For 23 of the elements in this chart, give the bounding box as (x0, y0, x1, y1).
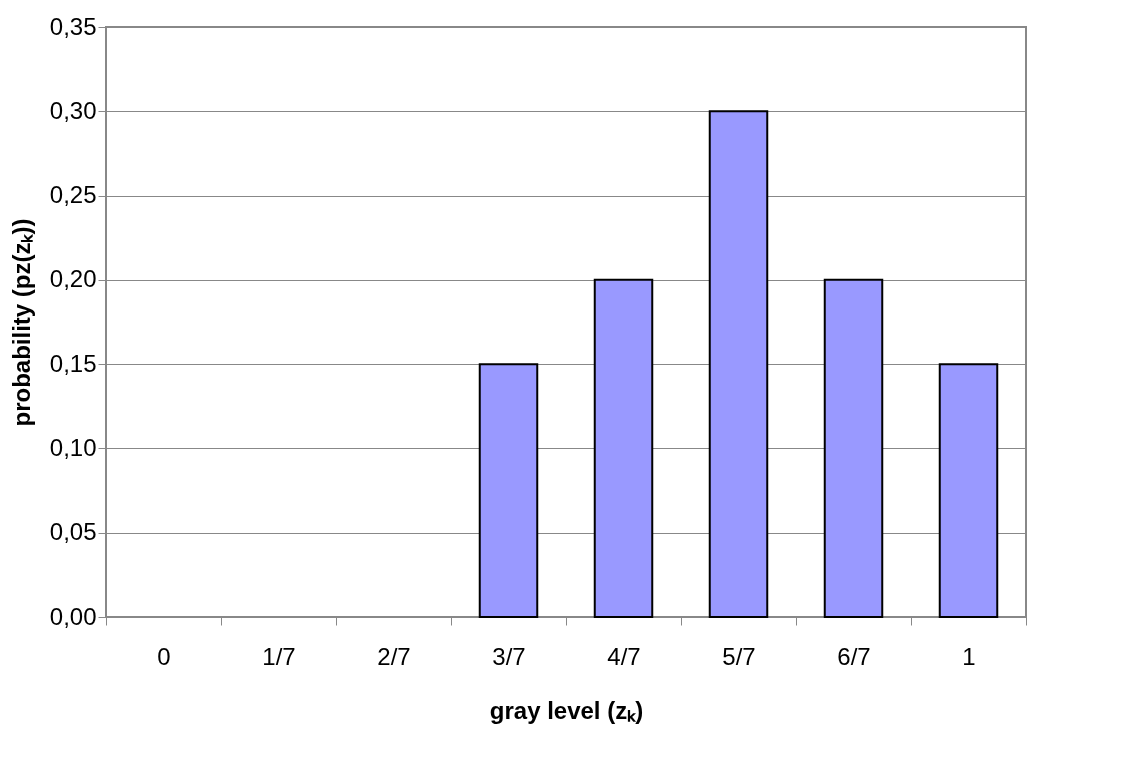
bar (478, 363, 539, 618)
y-tick-label: 0,05 (49, 518, 97, 546)
x-tick-label: 2/7 (377, 642, 411, 670)
x-tick-label: 1/7 (262, 642, 296, 670)
x-tick-label: 3/7 (492, 642, 526, 670)
y-axis-title: probability (pz(zₖ)) (7, 218, 35, 427)
x-tick-label: 4/7 (607, 642, 641, 670)
x-axis-title: gray level (zₖ) (489, 696, 644, 724)
y-tick-label: 0,10 (49, 433, 97, 461)
x-tick-label: 1 (962, 642, 976, 670)
bar (708, 110, 769, 618)
y-tick-label: 0,30 (49, 96, 97, 124)
y-tick-label: 0,20 (49, 265, 97, 293)
y-tick-label: 0,15 (49, 349, 97, 377)
bar (593, 278, 654, 618)
x-tick-label: 6/7 (837, 642, 871, 670)
x-tick-label: 0 (157, 642, 171, 670)
y-tick-label: 0,00 (49, 602, 97, 630)
y-tick-label: 0,25 (49, 181, 97, 209)
bar (823, 278, 884, 618)
y-tick-label: 0,35 (49, 12, 97, 40)
x-tick-label: 5/7 (722, 642, 756, 670)
bar (938, 363, 999, 618)
